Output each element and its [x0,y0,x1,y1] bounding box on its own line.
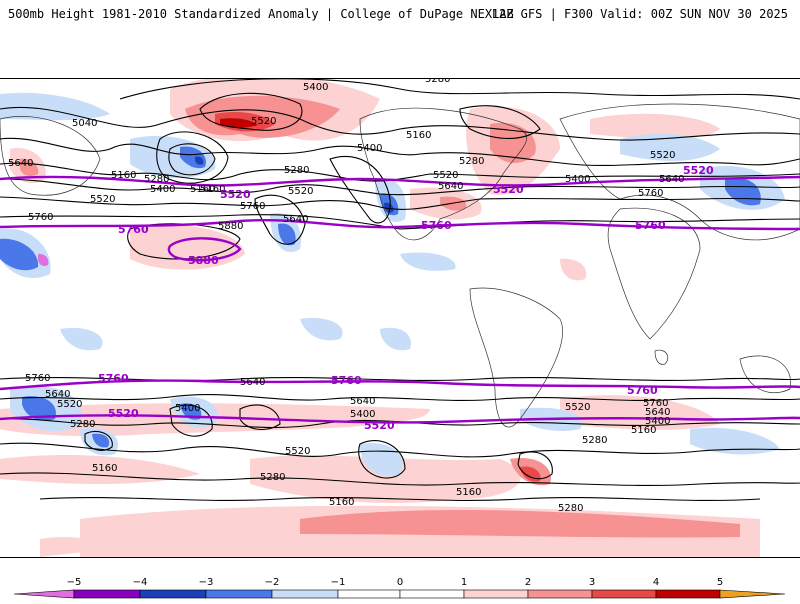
legend-swatch [591,589,657,599]
contour-label: 5760 [25,373,50,384]
highlight-label: 5520 [220,188,251,201]
contour-label: 5160 [631,425,656,436]
height-contours [0,79,800,501]
highlight-contours [0,175,800,424]
title-bar: 500mb Height 1981-2010 Standardized Anom… [0,0,800,30]
contour-label: 5640 [240,377,265,388]
legend-bar: −5 −4 −3 −2 −1 0 1 2 3 4 5 [13,577,786,599]
color-scale-legend: −5 −4 −3 −2 −1 0 1 2 3 4 5 [0,570,800,600]
legend-swatch [655,589,721,599]
contour-label: 5160 [456,487,481,498]
highlight-label: 5760 [331,374,362,387]
contour-label: 5880 [218,221,243,232]
legend-tick: −2 [265,577,280,588]
legend-tick: 1 [461,577,467,588]
legend-tick: 4 [653,577,659,588]
contour-label: 5280 [144,174,169,185]
contour-label: 5760 [240,201,265,212]
contour-label: 5520 [650,150,675,161]
contour-label: 5160 [111,170,136,181]
contour-label: 5400 [350,409,375,420]
legend-swatch [337,589,401,599]
legend-swatch [139,589,207,599]
legend-swatch [527,589,593,599]
contour-label: 5040 [72,118,97,129]
contour-label: 5520 [433,170,458,181]
legend-tick: −5 [67,577,82,588]
contour-label: 5400 [645,416,670,427]
contour-labels: 5400 5280 5040 5520 5160 5640 5280 5400 … [8,79,684,514]
contour-label: 5280 [459,156,484,167]
highlight-label: 5520 [683,164,714,177]
contour-label: 5520 [251,116,276,127]
legend-tick: 5 [717,577,723,588]
legend-tick: −1 [331,577,346,588]
legend-tick: −4 [133,577,148,588]
highlight-label: 5520 [364,419,395,432]
contour-label: 5760 [643,398,668,409]
highlight-label: 5760 [98,372,129,385]
map-canvas: 5400 5280 5040 5520 5160 5640 5280 5400 … [0,79,800,557]
contour-label: 5520 [90,194,115,205]
contour-label: 5160 [190,184,215,195]
anomaly-map: 5400 5280 5040 5520 5160 5640 5280 5400 … [0,78,800,558]
contour-label: 5280 [260,472,285,483]
legend-swatch [719,589,786,599]
legend-swatch [205,589,273,599]
contour-label: 5160 [406,130,431,141]
highlight-label: 5880 [188,254,219,267]
legend-tick: 0 [397,577,403,588]
chart-title: 500mb Height 1981-2010 Standardized Anom… [8,7,514,21]
negative-anomaly-shading [0,92,785,476]
legend-tick: 3 [589,577,595,588]
contour-label: 5280 [425,79,450,85]
contour-label: 5160 [329,497,354,508]
legend-tick: 2 [525,577,531,588]
legend-swatch [13,589,75,599]
legend-swatch [271,589,339,599]
legend-swatch [73,589,141,599]
contour-label: 5160 [200,184,225,195]
contour-label: 5280 [70,419,95,430]
contour-label: 5280 [284,165,309,176]
highlight-label: 5520 [493,183,524,196]
contour-label: 5520 [565,402,590,413]
legend-swatch [463,589,529,599]
contour-label: 5280 [558,503,583,514]
contour-label: 5640 [283,214,308,225]
legend-swatches [13,589,786,599]
highlight-label: 5760 [627,384,658,397]
contour-label: 5640 [659,174,684,185]
contour-label: 5400 [357,143,382,154]
contour-label: 5400 [175,403,200,414]
contour-label: 5520 [288,186,313,197]
highlight-label: 5760 [118,223,149,236]
contour-label: 5400 [150,184,175,195]
contour-label: 5280 [582,435,607,446]
highlight-label: 5760 [635,219,666,232]
highlight-labels: 5520 5760 5880 5520 5760 5520 5760 5760 … [98,164,714,432]
contour-label: 5520 [57,399,82,410]
contour-label: 5160 [92,463,117,474]
legend-tick: −3 [199,577,214,588]
contour-label: 5520 [285,446,310,457]
highlight-label: 5520 [108,407,139,420]
contour-label: 5640 [45,389,70,400]
contour-label: 5760 [638,188,663,199]
contour-label: 5640 [8,158,33,169]
contour-label: 5400 [303,82,328,93]
contour-label: 5640 [645,407,670,418]
model-run-info: 12Z GFS | F300 Valid: 00Z SUN NOV 30 202… [491,7,788,21]
legend-swatch [399,589,465,599]
legend-ticks: −5 −4 −3 −2 −1 0 1 2 3 4 5 [67,577,724,588]
contour-label: 5400 [565,174,590,185]
highlight-label: 5760 [421,219,452,232]
contour-label: 5760 [28,212,53,223]
contour-label: 5640 [350,396,375,407]
contour-label: 5640 [438,181,463,192]
